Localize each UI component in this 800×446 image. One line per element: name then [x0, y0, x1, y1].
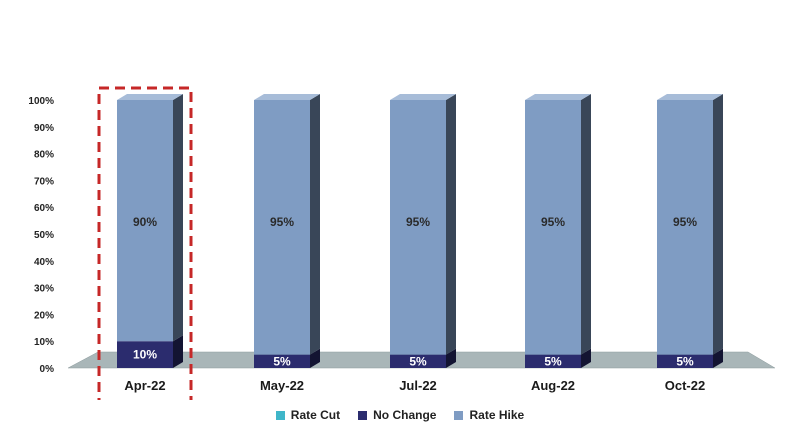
bar-top [117, 94, 183, 100]
y-tick-label: 10% [34, 337, 54, 348]
data-label-no-change: 5% [676, 354, 694, 368]
legend-swatch-rate-cut [275, 410, 285, 420]
x-tick-label: May-22 [260, 378, 304, 393]
y-tick-label: 70% [34, 176, 54, 187]
bar-rate-hike [657, 100, 713, 355]
data-label-rate-hike: 90% [133, 215, 157, 229]
x-tick-label: Apr-22 [124, 378, 165, 393]
bar-side-no-change [713, 348, 723, 368]
bar-side-no-change [581, 348, 591, 368]
y-tick-label: 90% [34, 123, 54, 134]
y-tick-label: 20% [34, 310, 54, 321]
legend-item-rate-hike: Rate Hike [454, 408, 524, 422]
x-tick-label: Jul-22 [399, 378, 437, 393]
legend-swatch-no-change [358, 410, 368, 420]
bar-rate-hike [390, 100, 446, 355]
data-label-no-change: 10% [133, 348, 157, 362]
bar-side-rate-hike [446, 94, 456, 355]
bar-top [390, 94, 456, 100]
bar-side-no-change [173, 335, 183, 368]
bar-no-change [254, 354, 310, 368]
bar-no-change [657, 354, 713, 368]
bar-side-rate-hike [173, 94, 183, 342]
bar-no-change [390, 354, 446, 368]
bar-side-no-change [446, 348, 456, 368]
bar-top [525, 94, 591, 100]
data-label-rate-hike: 95% [673, 215, 697, 229]
bar-top [254, 94, 320, 100]
data-label-no-change: 5% [409, 354, 427, 368]
data-label-rate-hike: 95% [406, 215, 430, 229]
y-tick-label: 30% [34, 284, 54, 295]
legend-label-no-change: No Change [373, 408, 437, 422]
bar-top [657, 94, 723, 100]
bar-side-no-change [310, 348, 320, 368]
y-tick-label: 0% [40, 364, 55, 375]
bar-side-rate-hike [713, 94, 723, 355]
bar-rate-hike [254, 100, 310, 355]
y-tick-label: 60% [34, 203, 54, 214]
y-tick-label: 50% [34, 230, 54, 241]
y-tick-label: 100% [28, 96, 54, 107]
bar-side-rate-hike [310, 94, 320, 355]
data-label-rate-hike: 95% [541, 215, 565, 229]
legend-item-no-change: No Change [358, 408, 436, 422]
legend-label-rate-cut: Rate Cut [290, 408, 341, 422]
stacked-bar-chart: 0% 10% 20% 30% 40% 50% 60% 70% 80% 90% 100% 10% 90% A… [28, 86, 776, 400]
bar-no-change [117, 341, 173, 368]
bar-side-rate-hike [581, 94, 591, 355]
bar-rate-hike [117, 100, 173, 342]
y-tick-label: 40% [34, 257, 54, 268]
legend-item-rate-cut: Rate Cut [275, 408, 341, 422]
x-tick-label: Oct-22 [665, 378, 705, 393]
data-label-rate-hike: 95% [270, 215, 294, 229]
data-label-no-change: 5% [544, 354, 562, 368]
data-label-no-change: 5% [273, 354, 291, 368]
bar-no-change [525, 354, 581, 368]
legend: Rate Cut No Change Rate Hike [0, 408, 800, 422]
legend-swatch-rate-hike [454, 410, 464, 420]
y-tick-label: 80% [34, 150, 54, 161]
highlight-box [97, 86, 193, 400]
x-tick-label: Aug-22 [531, 378, 575, 393]
legend-label-rate-hike: Rate Hike [469, 408, 525, 422]
bar-rate-hike [525, 100, 581, 355]
